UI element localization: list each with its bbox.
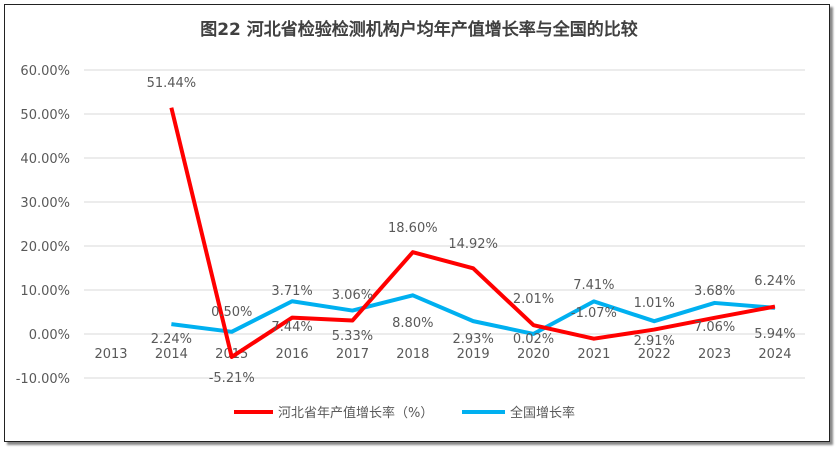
data-label: -5.21%	[209, 371, 255, 386]
data-label: 7.41%	[573, 278, 614, 293]
legend: 河北省年产值增长率（%） 全国增长率	[234, 405, 575, 421]
x-tick-label: 2016	[276, 347, 309, 362]
chart-title: 图22 河北省检验检测机构户均年产值增长率与全国的比较	[200, 19, 638, 40]
data-label: 0.02%	[513, 332, 554, 347]
series-line-1	[171, 293, 776, 336]
data-label: 8.80%	[392, 316, 433, 331]
y-tick-label: 50.00%	[20, 108, 70, 123]
x-tick-label: 2021	[577, 347, 610, 362]
series-line-0	[169, 107, 776, 359]
data-label: 7.06%	[694, 320, 735, 335]
data-label: 3.71%	[271, 284, 312, 299]
data-label: 6.24%	[754, 274, 795, 289]
data-label: 2.93%	[453, 332, 494, 347]
y-tick-label: 0.00%	[29, 328, 70, 343]
x-tick-label: 2019	[457, 347, 490, 362]
x-tick-label: 2013	[94, 347, 127, 362]
x-tick-label: 2023	[698, 347, 731, 362]
data-label: 2.91%	[634, 334, 675, 349]
y-tick-label: 60.00%	[20, 64, 70, 79]
data-label: 5.94%	[754, 327, 795, 342]
x-tick-label: 2014	[155, 347, 188, 362]
x-tick-label: 2022	[638, 347, 671, 362]
x-tick-label: 2024	[758, 347, 791, 362]
data-label: 0.50%	[211, 305, 252, 320]
y-tick-label: 40.00%	[20, 152, 70, 167]
data-label: 7.44%	[271, 320, 312, 335]
y-tick-label: 10.00%	[20, 284, 70, 299]
legend-label-national: 全国增长率	[510, 405, 575, 421]
legend-label-hebei: 河北省年产值增长率（%）	[278, 405, 433, 421]
chart-frame	[4, 4, 830, 442]
x-tick-label: 2020	[517, 347, 550, 362]
data-label: 1.01%	[634, 296, 675, 311]
x-tick-label: 2017	[336, 347, 369, 362]
data-label: 5.33%	[332, 329, 373, 344]
y-tick-label: 20.00%	[20, 240, 70, 255]
data-label: 18.60%	[388, 221, 438, 236]
y-tick-label: -10.00%	[16, 372, 70, 387]
data-label: 2.24%	[151, 332, 192, 347]
y-tick-label: 30.00%	[20, 196, 70, 211]
data-label: 14.92%	[448, 237, 498, 252]
data-label: 3.06%	[332, 288, 373, 303]
data-label: 51.44%	[147, 76, 197, 91]
x-tick-label: 2018	[396, 347, 429, 362]
data-label: 2.01%	[513, 292, 554, 307]
data-label: -1.07%	[571, 306, 617, 321]
data-label: 3.68%	[694, 284, 735, 299]
